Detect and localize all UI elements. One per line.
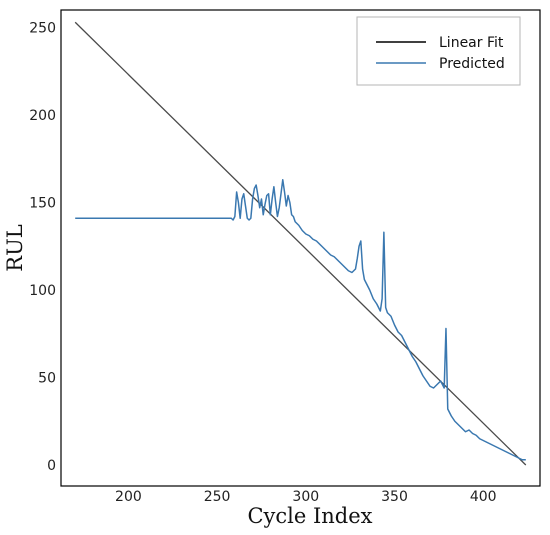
y-tick-label: 100: [29, 283, 56, 299]
y-tick-label: 50: [38, 371, 56, 387]
y-tick-label: 200: [29, 108, 56, 124]
x-tick-label: 250: [204, 489, 231, 505]
x-axis-title: Cycle Index: [247, 504, 372, 528]
y-tick-label: 0: [47, 458, 56, 474]
y-tick-label: 150: [29, 196, 56, 212]
y-axis-ticks: 0 50 100 150 200 250: [29, 21, 56, 475]
x-tick-label: 200: [115, 489, 142, 505]
legend-label-predicted: Predicted: [439, 56, 505, 72]
x-tick-label: 300: [292, 489, 319, 505]
x-tick-label: 400: [470, 489, 497, 505]
y-tick-label: 250: [29, 21, 56, 37]
series-layer: [74, 21, 527, 466]
y-axis-title: RUL: [3, 224, 27, 272]
plot-frame: [60, 9, 541, 487]
legend: Linear Fit Predicted: [356, 16, 521, 86]
x-tick-label: 350: [381, 489, 408, 505]
series-line-linear-fit: [74, 21, 527, 466]
legend-label-linear-fit: Linear Fit: [439, 35, 504, 51]
series-line-predicted: [75, 179, 526, 461]
x-axis-ticks: 200 250 300 350 400: [115, 489, 497, 505]
legend-box: [356, 16, 521, 86]
